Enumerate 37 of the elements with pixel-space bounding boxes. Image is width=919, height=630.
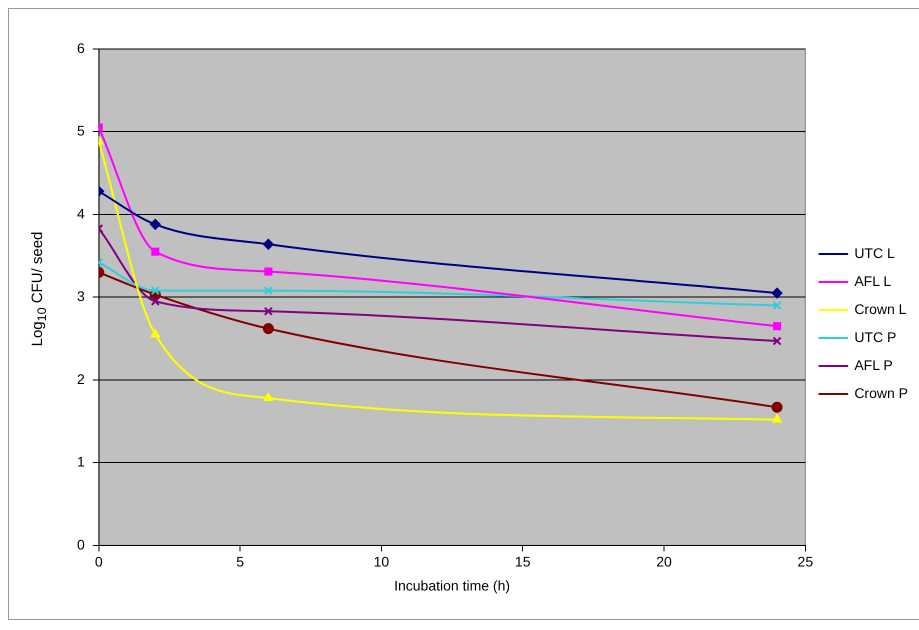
- legend-label: Crown P: [854, 384, 908, 401]
- y-tick-label: 1: [76, 454, 85, 470]
- point: [262, 323, 274, 334]
- legend-label: AFL L: [854, 272, 892, 289]
- y-tick-label: 0: [76, 536, 85, 552]
- point: [264, 392, 274, 402]
- point: [264, 268, 272, 276]
- point: [772, 402, 783, 413]
- point: [773, 322, 782, 330]
- point: [150, 218, 161, 230]
- point: [264, 286, 273, 296]
- x-tick-label: 15: [514, 554, 531, 570]
- y-tick-label: 6: [76, 40, 85, 56]
- x-tick-label: 10: [374, 554, 390, 570]
- legend-label: UTC L: [854, 244, 895, 261]
- y-tick-label: 4: [76, 205, 85, 222]
- y-tick-label: 2: [76, 370, 85, 387]
- point: [772, 414, 782, 423]
- legend-label: UTC P: [854, 328, 896, 345]
- point: [150, 328, 160, 338]
- point: [772, 288, 783, 299]
- y-tick-label: 3: [76, 288, 85, 304]
- y-tick-label: 5: [76, 122, 85, 139]
- point: [150, 296, 160, 306]
- point: [150, 286, 160, 296]
- point: [151, 248, 160, 256]
- x-tick-label: 20: [656, 554, 672, 570]
- legend-label: Crown L: [854, 300, 907, 317]
- point: [264, 306, 273, 316]
- x-tick-label: 5: [236, 554, 244, 570]
- legend-label: AFL P: [854, 356, 893, 373]
- point: [772, 300, 782, 310]
- x-tick-label: 0: [94, 554, 103, 570]
- point: [262, 238, 274, 250]
- x-tick-label: 25: [798, 554, 814, 570]
- x-axis-title: Incubation time (h): [394, 577, 510, 594]
- point: [772, 336, 782, 346]
